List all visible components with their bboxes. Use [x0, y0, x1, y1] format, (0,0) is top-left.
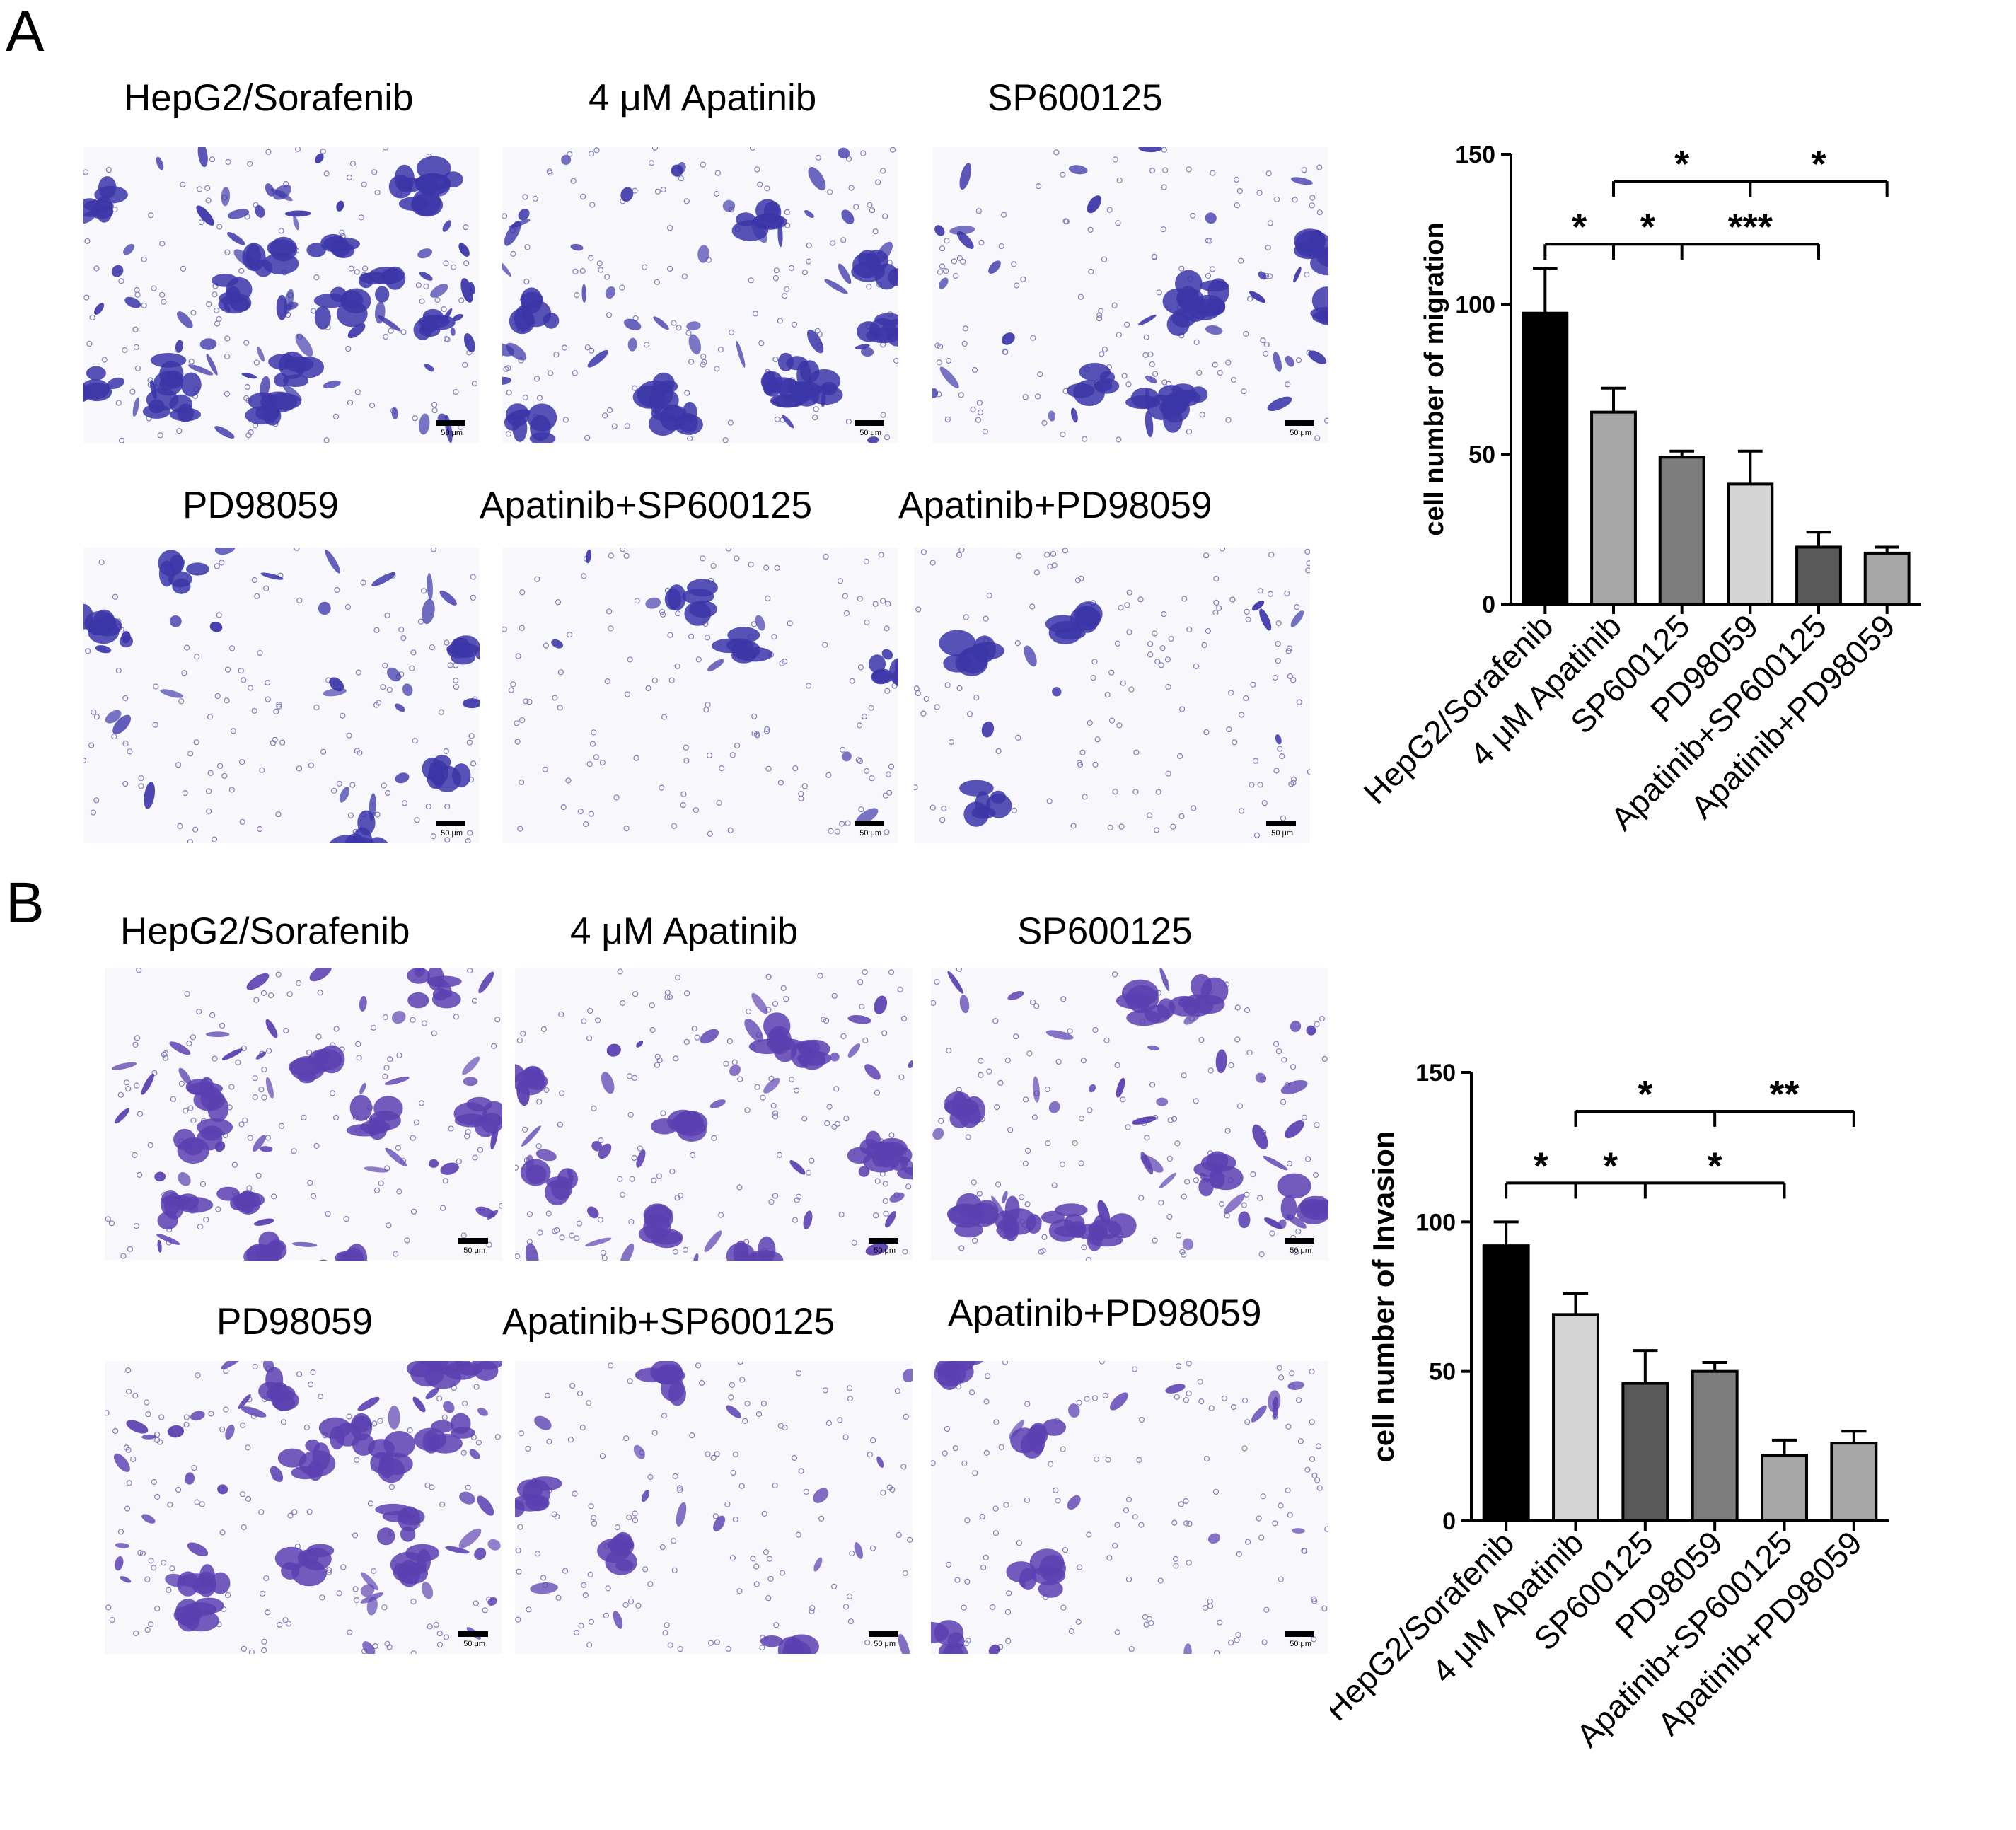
- scale-bar-label: 50 μm: [441, 829, 463, 838]
- significance-label: *: [1708, 1145, 1722, 1187]
- scale-bar: [458, 1238, 488, 1244]
- caption-b-sp600125: SP600125: [1017, 910, 1193, 952]
- micrograph: 50 μm: [515, 968, 913, 1261]
- scale-bar-label: 50 μm: [874, 1640, 896, 1648]
- panel-a-label: A: [6, 0, 45, 64]
- caption-a-hepg2-sorafenib: HepG2/Sorafenib: [124, 77, 414, 119]
- scale-bar: [1285, 1238, 1314, 1244]
- caption-b-apatinib-sp600125: Apatinib+SP600125: [502, 1301, 835, 1343]
- scale-bar-label: 50 μm: [463, 1246, 485, 1255]
- significance-label: *: [1640, 206, 1655, 248]
- micrograph: 50 μm: [105, 1361, 502, 1654]
- bar: [1552, 1313, 1599, 1522]
- caption-a-apatinib-pd98059: Apatinib+PD98059: [898, 485, 1212, 526]
- caption-a-sp600125: SP600125: [987, 77, 1163, 119]
- caption-b-hepg2-sorafenib: HepG2/Sorafenib: [120, 910, 410, 952]
- y-tick-label: 50: [1468, 441, 1495, 468]
- bar: [1795, 545, 1842, 606]
- scale-bar-label: 50 μm: [463, 1640, 485, 1648]
- significance-label: *: [1534, 1145, 1548, 1187]
- bar: [1727, 482, 1774, 606]
- significance-label: *: [1572, 206, 1587, 248]
- micrograph: 50 μm: [515, 1361, 913, 1654]
- scale-bar-label: 50 μm: [859, 829, 881, 838]
- caption-a-apatinib-sp600125: Apatinib+SP600125: [480, 485, 813, 526]
- y-axis-label: cell number of Invasion: [1367, 1130, 1400, 1462]
- significance-label: ***: [1728, 206, 1773, 248]
- micrograph: 50 μm: [931, 968, 1328, 1261]
- micrograph: 50 μm: [502, 548, 898, 843]
- scale-bar: [1285, 1631, 1314, 1637]
- bar: [1830, 1442, 1878, 1523]
- scale-bar: [1266, 821, 1296, 826]
- significance-label: *: [1603, 1145, 1618, 1187]
- micrograph: 50 μm: [83, 147, 480, 443]
- bar: [1658, 456, 1705, 606]
- bar: [1691, 1369, 1739, 1522]
- scale-bar: [869, 1238, 898, 1244]
- scale-bar: [436, 420, 465, 426]
- significance-label: **: [1769, 1073, 1799, 1116]
- scale-bar-label: 50 μm: [1290, 1640, 1311, 1648]
- y-tick-label: 0: [1482, 591, 1495, 618]
- scale-bar: [1285, 420, 1314, 426]
- significance-label: *: [1674, 143, 1689, 185]
- scale-bar-label: 50 μm: [1290, 429, 1311, 437]
- caption-b-pd98059: PD98059: [216, 1301, 373, 1343]
- significance-label: *: [1638, 1073, 1652, 1116]
- bar: [1761, 1454, 1808, 1522]
- scale-bar-label: 50 μm: [1290, 1246, 1311, 1255]
- caption-a-pd98059: PD98059: [183, 485, 340, 526]
- caption-b-apatinib: 4 μM Apatinib: [570, 910, 799, 952]
- scale-bar: [869, 1631, 898, 1637]
- scale-bar-label: 50 μm: [1271, 829, 1293, 838]
- y-tick-label: 150: [1415, 1060, 1456, 1087]
- bar: [1621, 1382, 1669, 1522]
- y-tick-label: 100: [1455, 291, 1495, 318]
- scale-bar: [458, 1631, 488, 1637]
- significance-label: *: [1811, 143, 1826, 185]
- micrograph: 50 μm: [105, 968, 502, 1261]
- micrograph: 50 μm: [932, 147, 1328, 443]
- scale-bar: [855, 420, 884, 426]
- y-tick-label: 100: [1415, 1209, 1456, 1236]
- y-tick-label: 0: [1442, 1508, 1456, 1535]
- micrograph: 50 μm: [502, 147, 898, 443]
- micrograph: 50 μm: [914, 548, 1310, 843]
- scale-bar-label: 50 μm: [859, 429, 881, 437]
- bar: [1863, 551, 1911, 606]
- scale-bar-label: 50 μm: [874, 1246, 896, 1255]
- micrograph: 50 μm: [83, 548, 480, 843]
- caption-a-apatinib: 4 μM Apatinib: [589, 77, 817, 119]
- bar: [1590, 410, 1637, 606]
- scale-bar: [436, 821, 465, 826]
- y-tick-label: 50: [1429, 1359, 1456, 1386]
- micrograph: 50 μm: [931, 1361, 1328, 1654]
- scale-bar: [855, 821, 884, 826]
- bar: [1482, 1244, 1530, 1522]
- bar: [1522, 311, 1569, 606]
- y-axis-label: cell number of migration: [1420, 222, 1449, 535]
- caption-b-apatinib-pd98059: Apatinib+PD98059: [948, 1292, 1262, 1334]
- scale-bar-label: 50 μm: [441, 429, 463, 437]
- panel-b-label: B: [6, 871, 45, 935]
- y-tick-label: 150: [1455, 141, 1495, 168]
